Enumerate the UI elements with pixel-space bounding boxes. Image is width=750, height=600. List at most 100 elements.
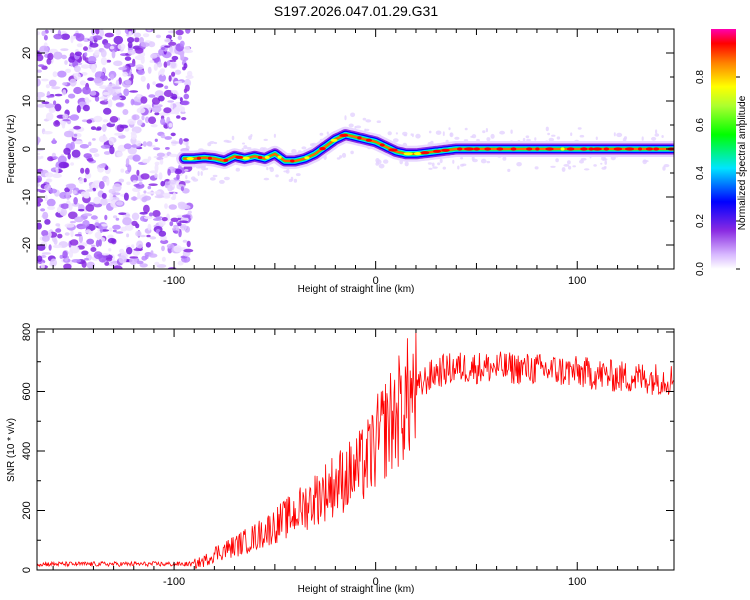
- noise-blob: [175, 29, 184, 36]
- noise-blob: [177, 260, 184, 266]
- noise-blob: [130, 174, 139, 183]
- noise-blob: [115, 217, 120, 221]
- noise-blob: [150, 250, 154, 256]
- noise-speck: [402, 131, 408, 136]
- noise-speck: [185, 175, 188, 180]
- noise-blob: [179, 97, 183, 103]
- noise-blob: [185, 75, 194, 79]
- noise-speck: [378, 163, 385, 169]
- noise-blob: [62, 113, 69, 120]
- signal-hotspot: [223, 158, 229, 162]
- noise-speck: [642, 159, 649, 163]
- noise-blob: [64, 60, 68, 65]
- noise-blob: [173, 230, 179, 234]
- noise-blob: [163, 89, 174, 98]
- noise-blob: [160, 134, 166, 139]
- noise-blob: [119, 124, 129, 129]
- noise-blob: [149, 60, 155, 63]
- noise-blob: [82, 213, 93, 217]
- noise-blob: [131, 220, 138, 226]
- noise-blob: [41, 101, 50, 105]
- noise-speck: [551, 134, 556, 137]
- signal-hotspot: [645, 147, 654, 151]
- noise-blob: [44, 184, 52, 191]
- noise-blob: [88, 141, 92, 146]
- noise-blob: [155, 34, 161, 39]
- noise-blob: [169, 153, 178, 158]
- noise-speck: [460, 157, 464, 160]
- noise-blob: [112, 192, 121, 196]
- noise-blob: [75, 33, 85, 42]
- noise-blob: [37, 152, 41, 156]
- noise-speck: [435, 130, 442, 135]
- noise-blob: [142, 141, 147, 147]
- noise-blob: [113, 215, 118, 219]
- noise-blob: [170, 132, 176, 137]
- noise-blob: [140, 42, 150, 48]
- noise-blob: [124, 213, 130, 217]
- noise-blob: [126, 247, 133, 255]
- noise-blob: [37, 188, 42, 192]
- noise-blob: [118, 178, 125, 183]
- signal-hotspot: [379, 143, 385, 147]
- noise-blob: [81, 260, 87, 268]
- noise-speck: [516, 162, 522, 167]
- noise-blob: [89, 148, 99, 153]
- noise-blob: [167, 100, 175, 103]
- signal-hotspot: [653, 147, 660, 151]
- noise-blob: [115, 29, 121, 36]
- noise-blob: [115, 79, 120, 88]
- noise-blob: [40, 255, 47, 258]
- noise-blob: [155, 83, 164, 88]
- noise-blob: [79, 80, 87, 86]
- noise-blob: [44, 219, 51, 225]
- noise-blob: [72, 190, 77, 195]
- noise-blob: [114, 132, 124, 136]
- noise-blob: [156, 152, 165, 157]
- noise-blob: [143, 215, 153, 220]
- noise-blob: [102, 92, 110, 96]
- noise-blob: [148, 94, 156, 98]
- signal-hotspot: [403, 152, 413, 156]
- signal-hotspot: [207, 156, 212, 160]
- noise-blob: [146, 191, 155, 195]
- noise-blob: [147, 66, 152, 74]
- noise-speck: [452, 159, 455, 164]
- noise-speck: [185, 141, 189, 147]
- noise-speck: [428, 167, 433, 170]
- noise-speck: [200, 171, 203, 176]
- noise-blob: [62, 82, 68, 86]
- noise-blob: [99, 225, 103, 234]
- noise-speck: [212, 174, 218, 178]
- noise-blob: [58, 161, 69, 169]
- noise-speck: [547, 132, 550, 136]
- noise-speck: [534, 166, 539, 170]
- noise-blob: [50, 258, 57, 267]
- noise-blob: [55, 167, 59, 174]
- noise-blob: [91, 182, 99, 190]
- noise-blob: [99, 96, 108, 100]
- noise-blob: [169, 221, 174, 227]
- signal-hotspot: [420, 151, 430, 155]
- noise-blob: [65, 68, 72, 73]
- noise-blob: [41, 252, 51, 255]
- noise-blob: [109, 116, 119, 123]
- noise-blob: [172, 227, 177, 231]
- noise-speck: [579, 134, 585, 138]
- noise-blob: [107, 78, 111, 81]
- signal-hotspot: [319, 147, 326, 151]
- noise-blob: [54, 93, 63, 97]
- noise-blob: [119, 248, 125, 254]
- noise-blob: [152, 210, 161, 218]
- noise-blob: [41, 230, 49, 237]
- noise-blob: [47, 52, 54, 61]
- noise-blob: [157, 95, 165, 102]
- noise-speck: [248, 135, 252, 141]
- noise-blob: [136, 107, 146, 114]
- noise-blob: [37, 175, 42, 183]
- noise-blob: [148, 212, 154, 217]
- signal-hotspot: [560, 147, 565, 151]
- noise-speck: [482, 130, 486, 134]
- noise-blob: [154, 261, 160, 266]
